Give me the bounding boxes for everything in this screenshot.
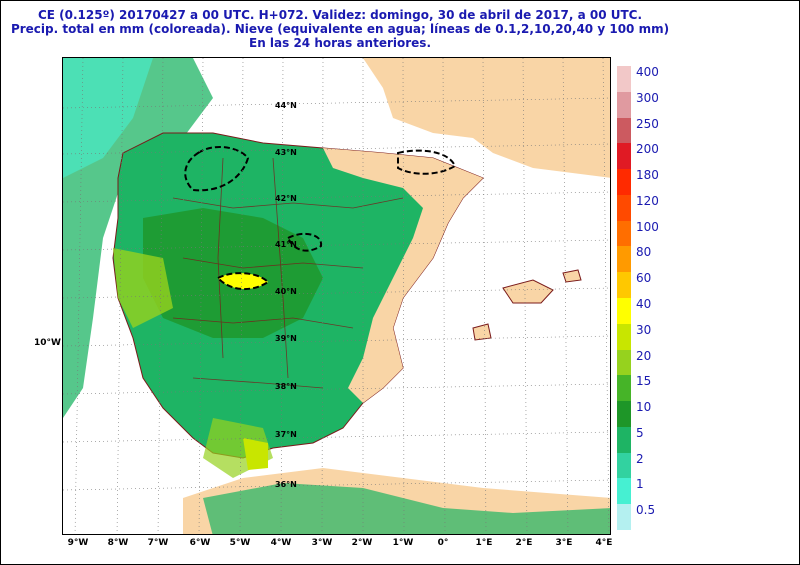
legend-swatch bbox=[617, 169, 631, 196]
legend-label: 5 bbox=[636, 425, 644, 440]
lat-label-44: 44°N bbox=[275, 101, 297, 110]
legend-swatch bbox=[617, 272, 631, 299]
lat-label-42: 42°N bbox=[275, 194, 297, 203]
legend-swatch bbox=[617, 220, 631, 247]
snow-contour-pyrenees bbox=[397, 149, 457, 175]
lat-label-38: 38°N bbox=[275, 382, 297, 391]
regional-borders bbox=[172, 157, 404, 389]
precipitation-map: 44°N 43°N 42°N 41°N 40°N 39°N 38°N 37°N … bbox=[62, 57, 611, 535]
legend-swatch bbox=[617, 426, 631, 454]
title-line-1: CE (0.125º) 20170427 a 00 UTC. H+072. Va… bbox=[37, 8, 643, 22]
legend-swatch bbox=[617, 91, 631, 119]
snow-contour-iberico bbox=[286, 232, 323, 252]
lat-label-37: 37°N bbox=[275, 430, 297, 439]
mallorca bbox=[502, 279, 554, 304]
legend-label: 100 bbox=[636, 219, 659, 234]
legend-label: 30 bbox=[636, 322, 652, 337]
legend-swatch bbox=[617, 323, 631, 351]
central-heavy-precip bbox=[143, 208, 323, 338]
lat-label-40: 40°N bbox=[275, 287, 297, 296]
lon-label-0: 0° bbox=[437, 538, 449, 548]
legend-swatch bbox=[617, 66, 631, 93]
legend-label: 200 bbox=[636, 142, 659, 157]
legend-swatch bbox=[617, 375, 631, 402]
legend-label: 180 bbox=[636, 168, 659, 183]
atlantic-precip-light bbox=[63, 58, 153, 178]
snow-contour-cantabria bbox=[184, 146, 250, 192]
west-heavy-precip bbox=[113, 248, 173, 328]
lat-label-39: 39°N bbox=[275, 334, 297, 343]
legend-label: 20 bbox=[636, 348, 652, 363]
legend-label: 300 bbox=[636, 90, 659, 105]
lon-label-8w: 8°W bbox=[107, 538, 129, 548]
lon-label-4e: 4°E bbox=[595, 538, 613, 548]
legend-swatch bbox=[617, 349, 631, 376]
legend-swatch bbox=[617, 452, 631, 479]
lon-label-3e: 3°E bbox=[555, 538, 573, 548]
legend-label: 15 bbox=[636, 374, 652, 389]
title-line-2: Precip. total en mm (coloreada). Nieve (… bbox=[10, 22, 670, 36]
lon-label-9w: 9°W bbox=[67, 538, 89, 548]
legend-swatch bbox=[617, 478, 631, 505]
legend-label: 250 bbox=[636, 116, 659, 131]
legend-label: 60 bbox=[636, 271, 652, 286]
lon-label-6w: 6°W bbox=[189, 538, 211, 548]
legend-swatch bbox=[617, 143, 631, 170]
lat-label-43: 43°N bbox=[275, 148, 297, 157]
menorca bbox=[562, 269, 582, 283]
lon-label-10w: 10°W bbox=[34, 338, 61, 348]
lat-label-36: 36°N bbox=[275, 480, 297, 489]
lon-label-7w: 7°W bbox=[147, 538, 169, 548]
legend-label: 2 bbox=[636, 451, 644, 466]
lon-label-2e: 2°E bbox=[515, 538, 533, 548]
east-iberia-dry bbox=[323, 148, 483, 403]
map-title: CE (0.125º) 20170427 a 00 UTC. H+072. Va… bbox=[0, 8, 680, 50]
lon-label-1w: 1°W bbox=[392, 538, 414, 548]
title-line-3: En las 24 horas anteriores. bbox=[249, 36, 431, 50]
lon-label-3w: 3°W bbox=[311, 538, 333, 548]
legend-label: 10 bbox=[636, 400, 652, 415]
legend-swatch bbox=[617, 194, 631, 222]
south-max-precip bbox=[243, 438, 268, 470]
legend-label: 40 bbox=[636, 297, 652, 311]
lat-label-41: 41°N bbox=[275, 240, 297, 249]
lon-label-4w: 4°W bbox=[270, 538, 292, 548]
lon-label-2w: 2°W bbox=[351, 538, 373, 548]
france-land bbox=[363, 58, 610, 178]
legend-label: 0.5 bbox=[636, 503, 656, 518]
color-legend bbox=[617, 66, 631, 531]
legend-swatch bbox=[617, 504, 631, 531]
legend-swatch bbox=[617, 298, 631, 325]
lon-label-1e: 1°E bbox=[475, 538, 493, 548]
legend-label: 80 bbox=[636, 245, 652, 260]
legend-label: 120 bbox=[636, 193, 659, 208]
map-canvas: 44°N 43°N 42°N 41°N 40°N 39°N 38°N 37°N … bbox=[63, 58, 610, 534]
legend-swatch bbox=[617, 246, 631, 273]
africa-precip bbox=[203, 483, 610, 534]
legend-label: 400 bbox=[636, 65, 659, 79]
legend-swatch bbox=[617, 401, 631, 428]
snow-contour-central bbox=[216, 272, 270, 290]
legend-label: 1 bbox=[636, 477, 644, 492]
legend-swatch bbox=[617, 117, 631, 144]
lon-label-5w: 5°W bbox=[229, 538, 251, 548]
